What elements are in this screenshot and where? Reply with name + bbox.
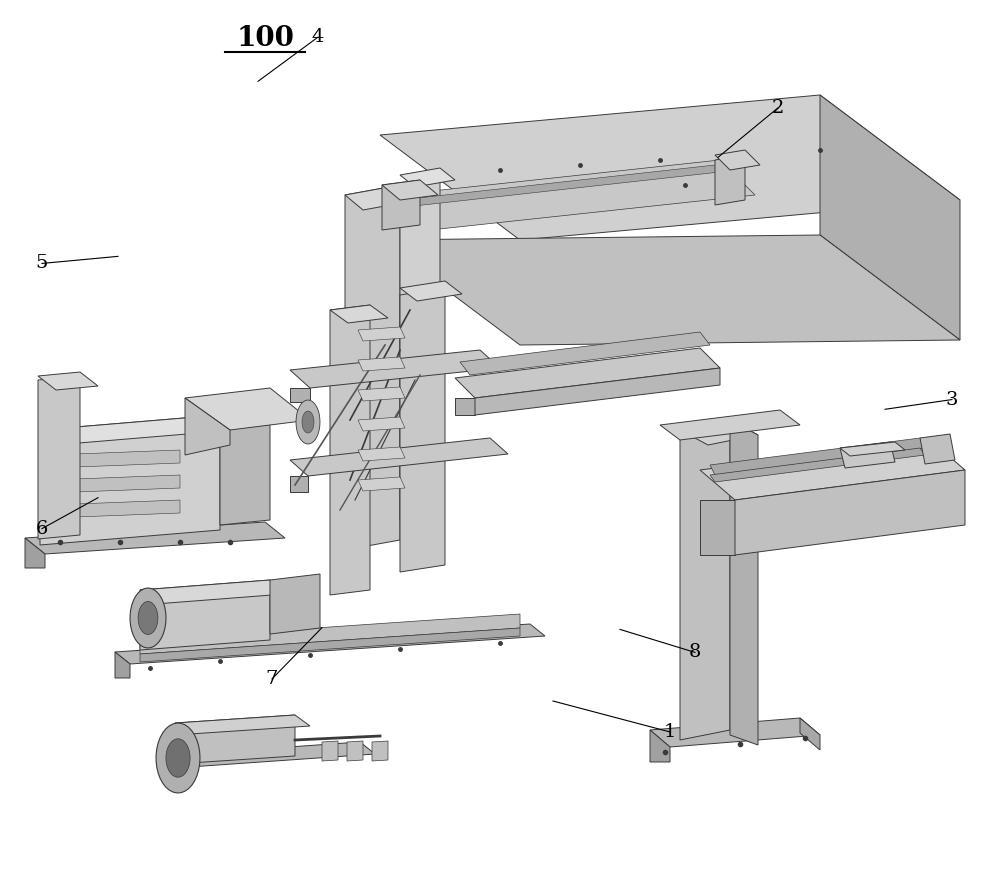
- Polygon shape: [358, 417, 405, 431]
- Text: 6: 6: [36, 520, 48, 537]
- Polygon shape: [345, 185, 418, 210]
- Polygon shape: [115, 624, 545, 664]
- Polygon shape: [840, 442, 905, 456]
- Polygon shape: [382, 180, 438, 200]
- Polygon shape: [322, 741, 338, 761]
- Polygon shape: [50, 450, 180, 468]
- Polygon shape: [160, 742, 375, 768]
- Polygon shape: [50, 500, 180, 518]
- Polygon shape: [715, 150, 760, 170]
- Polygon shape: [330, 305, 370, 595]
- Polygon shape: [680, 420, 758, 445]
- Polygon shape: [50, 475, 180, 493]
- Polygon shape: [400, 281, 462, 301]
- Text: 4: 4: [312, 28, 324, 46]
- Polygon shape: [710, 438, 925, 475]
- Polygon shape: [130, 588, 166, 648]
- Polygon shape: [380, 95, 960, 240]
- Polygon shape: [735, 470, 965, 555]
- Polygon shape: [455, 398, 475, 415]
- Polygon shape: [140, 580, 285, 604]
- Polygon shape: [460, 332, 710, 375]
- Polygon shape: [395, 160, 755, 230]
- Polygon shape: [140, 614, 520, 654]
- Polygon shape: [185, 398, 230, 455]
- Polygon shape: [715, 155, 745, 205]
- Polygon shape: [475, 368, 720, 415]
- Polygon shape: [38, 376, 80, 539]
- Polygon shape: [25, 538, 45, 568]
- Polygon shape: [840, 442, 895, 468]
- Text: 100: 100: [236, 25, 294, 51]
- Text: 1: 1: [664, 723, 676, 741]
- Polygon shape: [175, 715, 310, 734]
- Polygon shape: [660, 410, 800, 440]
- Polygon shape: [330, 305, 388, 323]
- Polygon shape: [358, 477, 405, 491]
- Polygon shape: [166, 739, 190, 777]
- Text: 3: 3: [946, 391, 958, 408]
- Polygon shape: [372, 741, 388, 761]
- Polygon shape: [345, 185, 400, 550]
- Polygon shape: [290, 476, 308, 492]
- Polygon shape: [25, 522, 285, 554]
- Polygon shape: [347, 741, 363, 761]
- Polygon shape: [710, 448, 925, 482]
- Polygon shape: [400, 165, 720, 207]
- Polygon shape: [140, 628, 520, 662]
- Text: 8: 8: [689, 644, 701, 661]
- Polygon shape: [380, 235, 960, 345]
- Polygon shape: [38, 372, 98, 390]
- Polygon shape: [40, 415, 220, 545]
- Polygon shape: [455, 348, 720, 398]
- Polygon shape: [290, 438, 508, 476]
- Polygon shape: [650, 730, 670, 762]
- Polygon shape: [220, 410, 270, 525]
- Polygon shape: [358, 447, 405, 461]
- Polygon shape: [270, 574, 320, 634]
- Polygon shape: [185, 388, 310, 430]
- Text: 5: 5: [36, 255, 48, 272]
- Polygon shape: [358, 387, 405, 401]
- Polygon shape: [40, 415, 235, 445]
- Polygon shape: [650, 718, 820, 747]
- Polygon shape: [290, 388, 310, 402]
- Polygon shape: [400, 288, 445, 572]
- Polygon shape: [820, 95, 960, 340]
- Polygon shape: [700, 440, 965, 500]
- Polygon shape: [382, 180, 420, 230]
- Polygon shape: [800, 718, 820, 750]
- Polygon shape: [358, 327, 405, 341]
- Polygon shape: [400, 175, 440, 520]
- Polygon shape: [140, 580, 270, 650]
- Polygon shape: [920, 434, 955, 464]
- Polygon shape: [175, 715, 295, 764]
- Text: 7: 7: [266, 670, 278, 688]
- Polygon shape: [156, 723, 200, 793]
- Polygon shape: [290, 350, 500, 388]
- Polygon shape: [296, 400, 320, 444]
- Polygon shape: [302, 411, 314, 433]
- Polygon shape: [395, 195, 430, 245]
- Polygon shape: [730, 420, 758, 745]
- Polygon shape: [358, 357, 405, 371]
- Text: 2: 2: [772, 99, 784, 117]
- Polygon shape: [700, 500, 735, 555]
- Polygon shape: [400, 168, 455, 187]
- Polygon shape: [138, 601, 158, 635]
- Polygon shape: [680, 420, 730, 740]
- Polygon shape: [115, 652, 130, 678]
